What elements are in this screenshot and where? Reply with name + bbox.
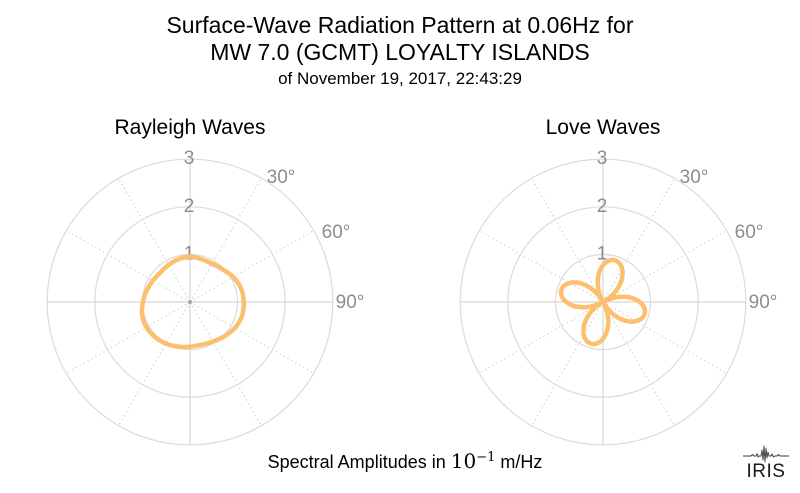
- theta-gridline: [189, 230, 314, 303]
- iris-logo-graphic: IRIS: [743, 445, 789, 482]
- theta-gridline: [118, 178, 191, 303]
- radial-tick-label: 1: [184, 243, 195, 264]
- theta-gridline: [66, 230, 191, 303]
- angle-tick-label: 60°: [735, 222, 764, 243]
- theta-gridline: [531, 301, 604, 426]
- caption-power-exponent: −1: [476, 450, 496, 465]
- radiation-pattern-curve: [558, 257, 648, 347]
- love-polar-plot: 1 2 3 30° 60° 90°: [459, 148, 778, 446]
- theta-gridline: [189, 301, 314, 374]
- radial-tick-label: 2: [597, 196, 608, 217]
- love-plot-title: Love Waves: [545, 116, 661, 139]
- theta-gridline: [602, 301, 675, 426]
- theta-gridline: [66, 301, 191, 374]
- angle-tick-label: 90°: [336, 292, 365, 313]
- theta-gridline: [602, 301, 727, 374]
- radial-tick-label: 3: [597, 148, 608, 169]
- theta-gridline: [118, 301, 191, 426]
- figure-title-line1: Surface-Wave Radiation Pattern at 0.06Hz…: [166, 12, 634, 38]
- caption-power-base: 10: [450, 449, 477, 473]
- radial-tick-label: 3: [184, 148, 195, 169]
- rayleigh-polar-plot: 1 2 3 30° 60° 90°: [46, 148, 365, 446]
- iris-logo: IRIS: [740, 444, 796, 486]
- theta-gridline: [189, 301, 262, 426]
- caption-text: Spectral Amplitudes in: [267, 452, 451, 472]
- rayleigh-plot-title: Rayleigh Waves: [114, 116, 266, 139]
- theta-gridline: [479, 230, 604, 303]
- radiation-pattern-curve: [139, 254, 247, 350]
- iris-logo-text: IRIS: [747, 461, 786, 482]
- theta-gridline: [479, 301, 604, 374]
- angle-tick-label: 30°: [267, 167, 296, 188]
- angle-tick-label: 90°: [749, 292, 778, 313]
- angle-tick-label: 60°: [322, 222, 351, 243]
- theta-gridline: [531, 178, 604, 303]
- angle-tick-label: 30°: [680, 167, 709, 188]
- radial-tick-label: 2: [184, 196, 195, 217]
- theta-gridline: [189, 178, 262, 303]
- figure-title-line2: MW 7.0 (GCMT) LOYALTY ISLANDS: [210, 39, 590, 65]
- radial-tick-label: 1: [597, 243, 608, 264]
- amplitude-units-caption: Spectral Amplitudes in 10−1 m/Hz: [0, 449, 800, 473]
- figure-subtitle-datetime: of November 19, 2017, 22:43:29: [278, 69, 522, 88]
- caption-units: m/Hz: [495, 452, 543, 472]
- seismogram-icon: [743, 445, 789, 463]
- origin-dot: [187, 299, 193, 305]
- theta-gridline: [602, 178, 675, 303]
- theta-gridline: [602, 230, 727, 303]
